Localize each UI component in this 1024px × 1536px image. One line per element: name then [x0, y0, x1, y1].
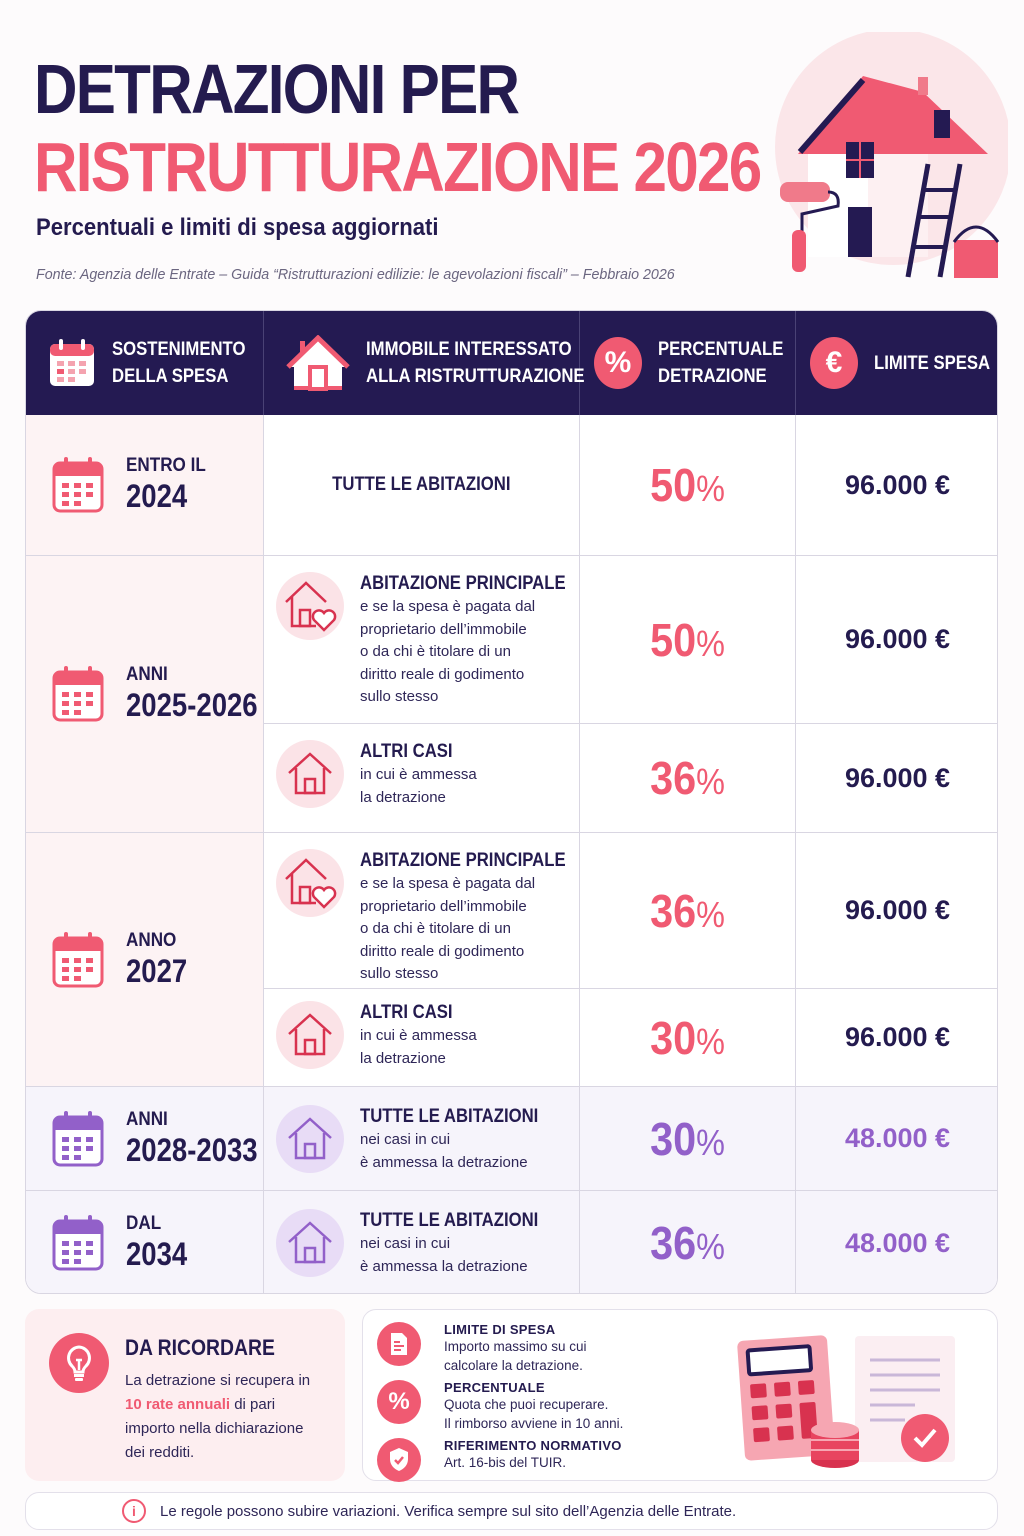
source-note: Fonte: Agenzia delle Entrate – Guida “Ri… [36, 266, 675, 283]
property-cell: ABITAZIONE PRINCIPALE e se la spesa è pa… [264, 833, 580, 989]
percent-icon: % [377, 1380, 421, 1424]
house-icon [276, 740, 344, 808]
house-icon [276, 1209, 344, 1277]
calendar-icon [52, 457, 104, 513]
period-cell: DAL 2034 [26, 1191, 264, 1293]
page-title-line1: DETRAZIONI PER [34, 50, 520, 128]
legend-item: RIFERIMENTO NORMATIVO Art. 16-bis del TUI… [377, 1438, 622, 1482]
reminder-box: DA RICORDARE La detrazione si recupera i… [25, 1309, 345, 1481]
percent-icon: % [594, 337, 642, 389]
property-cell: ABITAZIONE PRINCIPALE e se la spesa è pa… [264, 556, 580, 724]
property-cell: TUTTE LE ABITAZIONI [264, 415, 580, 556]
legend-item: LIMITE DI SPESA Importo massimo su cui cal… [377, 1322, 587, 1375]
limit-cell: 96.000 € [796, 415, 997, 556]
period-cell: ANNO 2027 [26, 833, 264, 1087]
table-header: SOSTENIMENTO DELLA SPESA IMMOBILE INTERES… [26, 311, 997, 415]
house-renovation-illustration [775, 32, 1008, 278]
page-title-line2: RISTRUTTURAZIONE 2026 [34, 128, 762, 206]
percent-cell: 36% [580, 833, 796, 989]
document-icon [377, 1322, 421, 1366]
calendar-icon [52, 931, 104, 987]
percent-cell: 36% [580, 724, 796, 833]
column-header-period: SOSTENIMENTO DELLA SPESA [26, 311, 264, 415]
house-heart-icon [276, 572, 344, 640]
hero-header: DETRAZIONI PER RISTRUTTURAZIONE 2026 Per… [0, 0, 1024, 305]
calendar-icon [48, 339, 96, 387]
percent-cell: 50% [580, 556, 796, 724]
period-cell: ENTRO IL 2024 [26, 415, 264, 556]
calendar-icon [52, 666, 104, 722]
percent-cell: 50% [580, 415, 796, 556]
column-header-limit: € LIMITE SPESA [796, 311, 997, 415]
reminder-title: DA RICORDARE [125, 1335, 275, 1360]
limit-cell: 96.000 € [796, 556, 997, 724]
legend-item: % PERCENTUALE Quota che puoi recuperare. I… [377, 1380, 623, 1433]
percent-cell: 36% [580, 1191, 796, 1293]
property-cell: ALTRI CASI in cui è ammessa la detrazione [264, 724, 580, 833]
calendar-icon [52, 1110, 104, 1166]
limit-cell: 96.000 € [796, 724, 997, 833]
page-subtitle: Percentuali e limiti di spesa aggiornati [36, 214, 439, 241]
limit-cell: 48.000 € [796, 1087, 997, 1191]
deductions-table: SOSTENIMENTO DELLA SPESA IMMOBILE INTERES… [25, 310, 998, 1294]
house-icon [276, 1105, 344, 1173]
period-cell: ANNI 2025-2026 [26, 556, 264, 833]
shield-check-icon [377, 1438, 421, 1482]
house-icon [286, 335, 350, 391]
house-icon [276, 1001, 344, 1069]
property-cell: TUTTE LE ABITAZIONI nei casi in cui è amm… [264, 1087, 580, 1191]
property-cell: TUTTE LE ABITAZIONI nei casi in cui è amm… [264, 1191, 580, 1293]
lightbulb-icon [49, 1333, 109, 1393]
percent-cell: 30% [580, 989, 796, 1087]
calendar-icon [52, 1215, 104, 1271]
disclaimer-note: i Le regole possono subire variazioni. V… [25, 1492, 998, 1530]
column-header-property: IMMOBILE INTERESSATO ALLA RISTRUTTURAZION… [264, 311, 585, 415]
limit-cell: 96.000 € [796, 989, 997, 1087]
house-heart-icon [276, 849, 344, 917]
limit-cell: 96.000 € [796, 833, 997, 989]
reminder-highlight: 10 rate annuali [125, 1396, 231, 1413]
property-cell: ALTRI CASI in cui è ammessa la detrazione [264, 989, 580, 1087]
period-cell: ANNI 2028-2033 [26, 1087, 264, 1191]
column-header-percent: % PERCENTUALE DETRAZIONE [580, 311, 796, 415]
limit-cell: 48.000 € [796, 1191, 997, 1293]
reminder-text: La detrazione si recupera in 10 rate ann… [125, 1372, 311, 1461]
calculator-document-illustration [737, 1335, 955, 1468]
info-icon: i [122, 1499, 146, 1523]
percent-cell: 30% [580, 1087, 796, 1191]
euro-icon: € [810, 337, 858, 389]
legend-box: LIMITE DI SPESA Importo massimo su cui cal… [362, 1309, 998, 1482]
